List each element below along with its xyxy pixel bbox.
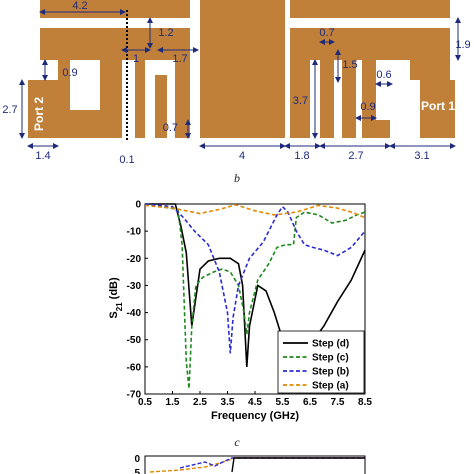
port-2-label: Port 2 [32, 97, 46, 131]
antenna-layout: Port 2 Port 1 4.2 1.2 [2, 0, 471, 185]
x-tick-label: 2.5 [193, 397, 207, 408]
x-tick-label: 4.5 [248, 397, 262, 408]
bottom-ytick-0: 0 [134, 454, 140, 465]
right-stub-c [342, 60, 356, 138]
dim-3-7: 3.7 [293, 95, 308, 107]
dim-0-6: 0.6 [376, 69, 391, 81]
dim-1-7: 1.7 [172, 53, 187, 65]
x-axis-label: Frequency (GHz) [211, 410, 299, 422]
dim-2-7-bottom: 2.7 [348, 150, 363, 162]
x-tick-label: 0.5 [138, 397, 152, 408]
port-2-pad [28, 80, 58, 138]
dimension-labels: 4.2 1.2 1 1.7 0.9 2.7 1.4 0.1 0.7 4 1.8 … [2, 0, 470, 166]
left-stub-c [155, 75, 167, 138]
right-upper-arm [410, 60, 450, 80]
x-axis-ticks: 0.5 1.5 2.5 3.5 4.5 5.5 6.5 7.5 8.5 [138, 391, 372, 408]
legend-label: Step (a) [312, 381, 349, 392]
dim-1-8: 1.8 [294, 150, 309, 162]
center-block [200, 0, 285, 138]
y-tick-label: -40 [127, 308, 142, 319]
copper-structure [28, 0, 455, 138]
legend-label: Step (b) [312, 367, 349, 378]
left-bottom-arm [58, 110, 100, 138]
right-upper-block [290, 28, 450, 60]
y-tick-label: -50 [127, 335, 142, 346]
y-axis-label-sub: 21 [115, 302, 124, 311]
left-stub-b [135, 60, 145, 138]
dim-4-2: 4.2 [72, 0, 87, 12]
port-1-pad [420, 80, 455, 138]
dim-2-7-left: 2.7 [2, 104, 17, 116]
dim-0-7-mid: 0.7 [163, 122, 178, 134]
dim-0-9-right: 0.9 [360, 101, 375, 113]
dim-0-1: 0.1 [119, 154, 134, 166]
y-axis-label-main: S [108, 311, 120, 318]
left-stub-d [175, 60, 190, 138]
right-bottom-arm [362, 120, 390, 138]
bottom-ytick-5: 5 [134, 468, 140, 474]
right-vertical-arm [362, 60, 376, 120]
series-line-stepc [144, 203, 366, 389]
x-tick-label: 8.5 [358, 397, 372, 408]
bottom-series-black [231, 457, 365, 473]
dimension-annotations [19, 9, 461, 149]
left-vertical-arm [58, 60, 70, 110]
port-1-label: Port 1 [421, 99, 455, 113]
x-tick-label: 5.5 [276, 397, 290, 408]
y-axis-label-rest: (dB) [108, 277, 120, 302]
right-stub-b [320, 50, 334, 138]
dim-1-4: 1.4 [35, 150, 50, 162]
left-stub-a [100, 60, 122, 138]
legend-label: Step (c) [312, 353, 349, 364]
dim-0-9-left: 0.9 [62, 67, 77, 79]
left-upper-block [40, 28, 190, 60]
legend-items: Step (d) Step (c) Step (b) Step (a) [283, 339, 349, 392]
bottom-plot-area [144, 455, 366, 474]
dim-1: 1 [133, 53, 139, 65]
y-axis-label: S21 (dB) [108, 277, 124, 319]
y-tick-label: 0 [135, 200, 141, 211]
x-tick-label: 1.5 [166, 397, 180, 408]
dim-4: 4 [239, 150, 245, 162]
panel-label-c: c [234, 435, 240, 449]
y-tick-label: -10 [127, 227, 142, 238]
partial-bottom-chart: 0 5 [134, 454, 366, 474]
dim-3-1: 3.1 [414, 150, 429, 162]
bottom-series-blue [179, 457, 365, 469]
y-tick-label: -20 [127, 254, 142, 265]
x-tick-label: 3.5 [221, 397, 235, 408]
y-tick-label: -70 [127, 390, 142, 401]
right-stub-a [290, 60, 310, 138]
x-tick-label: 6.5 [303, 397, 317, 408]
legend-label: Step (d) [312, 339, 349, 350]
top-left-strip [40, 0, 190, 18]
series-line-stepb [144, 203, 366, 354]
y-tick-label: -60 [127, 362, 142, 373]
dim-0-7-right: 0.7 [319, 27, 334, 39]
dim-1-2: 1.2 [158, 27, 173, 39]
y-tick-label: -30 [127, 281, 142, 292]
s21-chart: 0.5 1.5 2.5 3.5 4.5 5.5 6.5 7.5 8.5 0 -10 -20 -30 -4… [108, 200, 372, 450]
top-right-strip [290, 0, 450, 18]
dim-1-9: 1.9 [455, 39, 470, 51]
legend: Step (d) Step (c) Step (b) Step (a) [277, 330, 365, 394]
panel-label-b: b [234, 171, 240, 185]
legend-box [277, 330, 365, 394]
x-tick-label: 7.5 [331, 397, 345, 408]
dim-1-5: 1.5 [342, 59, 357, 71]
